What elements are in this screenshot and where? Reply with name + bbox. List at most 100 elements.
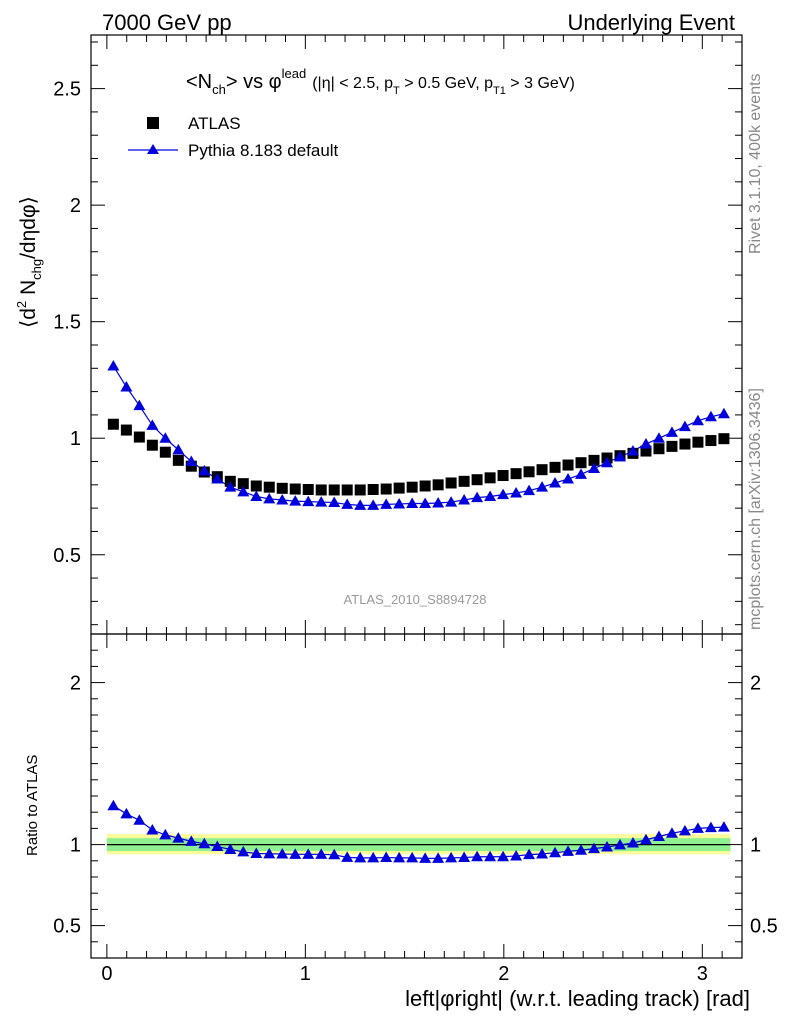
ratio-pythia-point xyxy=(704,821,717,833)
ratio-pythia-point xyxy=(367,851,380,863)
atlas-point xyxy=(510,468,522,480)
pythia-point xyxy=(107,359,120,371)
atlas-point xyxy=(666,440,678,452)
ratio-pythia-point xyxy=(302,848,315,859)
ratio-pythia-point xyxy=(380,851,393,863)
pythia-point xyxy=(393,497,406,509)
ratio-pythia-point xyxy=(717,821,730,832)
pythia-point xyxy=(536,481,549,492)
atlas-point xyxy=(367,483,379,495)
atlas-point xyxy=(432,479,444,491)
main-y-tick-label: 1.5 xyxy=(53,312,81,334)
pythia-point xyxy=(146,419,159,430)
ratio-pythia-point xyxy=(575,844,588,855)
ylabel-c: /dηdφ⟩ xyxy=(17,196,40,259)
atlas-point xyxy=(679,438,691,450)
ratio-pythia-point xyxy=(198,837,211,849)
ratio-pythia-point xyxy=(224,843,237,854)
atlas-point xyxy=(120,424,132,436)
x-axis-label: left|φright| (w.r.t. leading track) [rad… xyxy=(405,986,750,1011)
ratio-y-tick-label-right: 0.5 xyxy=(750,916,778,938)
atlas-point xyxy=(289,483,301,495)
ratio-pythia-point xyxy=(600,841,613,852)
pythia-point xyxy=(237,485,250,497)
x-tick-label: 3 xyxy=(697,963,708,985)
ratio-pythia-point xyxy=(120,807,133,819)
pythia-point xyxy=(315,496,328,507)
ratio-pythia-point xyxy=(497,850,510,862)
pythia-point xyxy=(289,495,302,506)
atlas-point xyxy=(640,445,652,457)
atlas-point xyxy=(523,466,535,478)
atlas-point xyxy=(445,477,457,489)
atlas-point xyxy=(380,483,392,495)
ratio-plot-frame xyxy=(90,633,743,959)
legend-pythia-marker xyxy=(147,144,159,154)
pythia-point xyxy=(678,420,691,432)
header-right: Underlying Event xyxy=(567,10,735,35)
legend: ATLAS Pythia 8.183 default xyxy=(128,114,339,160)
x-tick-label: 1 xyxy=(300,963,311,985)
ratio-pythia-point xyxy=(263,847,276,859)
ratio-bands xyxy=(106,834,731,855)
ratio-pythia-point xyxy=(354,851,367,863)
pythia-point xyxy=(600,456,613,468)
ratio-pythia-point xyxy=(419,852,432,863)
analysis-watermark: ATLAS_2010_S8894728 xyxy=(344,592,487,607)
ratio-pythia-point xyxy=(315,848,328,859)
ratio-pythia-point xyxy=(639,833,652,845)
ratio-y-axis-label: Ratio to ATLAS xyxy=(24,755,41,856)
main-panel: 0.511.522.5 <Nch> vs φlead(|η| < 2.5, pT… xyxy=(14,34,743,635)
atlas-point xyxy=(419,480,431,492)
pythia-point xyxy=(328,496,341,508)
ratio-pythia-point xyxy=(250,847,263,859)
pythia-point xyxy=(224,481,237,492)
atlas-point xyxy=(172,454,184,466)
ratio-pythia-point xyxy=(588,842,601,854)
ratio-pythia-point xyxy=(652,830,665,841)
ratio-pythia-point xyxy=(107,799,120,811)
atlas-point xyxy=(237,478,249,490)
pythia-point xyxy=(691,414,704,426)
main-y-axis-label: ⟨d2 Nchg/dηdφ⟩ xyxy=(14,196,44,328)
pythia-point xyxy=(471,491,484,503)
pythia-point xyxy=(172,443,185,455)
ylabel-b: N xyxy=(17,280,40,301)
main-y-ticks: 0.5 1 1.5 2 2.5 xyxy=(53,41,742,626)
atlas-point xyxy=(250,480,262,492)
ratio-y-tick-label-right: 1 xyxy=(750,835,761,857)
pythia-point xyxy=(302,495,315,507)
pythia-point xyxy=(652,432,665,443)
ratio-y-tick-label: 0.5 xyxy=(53,916,81,938)
title-pt-sub: T xyxy=(393,85,400,97)
pythia-point xyxy=(198,464,211,476)
atlas-point xyxy=(653,443,665,455)
ratio-y-ticks: 0.5 0.5 1 1 2 2 xyxy=(53,649,778,943)
ylabel-chg: chg xyxy=(29,259,44,280)
ylabel-a: ⟨d xyxy=(17,308,40,328)
ratio-pythia-point xyxy=(445,851,458,863)
atlas-point xyxy=(458,475,470,487)
atlas-point xyxy=(484,472,496,484)
ratio-x-ticks: 0 1 2 3 xyxy=(101,634,743,985)
title-cut-eta: (|η| < 2.5, p xyxy=(312,75,393,92)
title-pt1-sub: T1 xyxy=(493,85,506,97)
atlas-point xyxy=(159,446,171,458)
ratio-pythia-point xyxy=(276,847,289,859)
pythia-point xyxy=(484,490,497,501)
rivet-label: Rivet 3.1.10, 400k events xyxy=(747,73,764,254)
atlas-point xyxy=(562,459,574,471)
ylabel-sq: 2 xyxy=(14,301,29,308)
pythia-point xyxy=(250,490,263,501)
pythia-point xyxy=(367,499,380,510)
title-phi: φ xyxy=(269,71,282,93)
ratio-pythia-point xyxy=(536,847,549,859)
pythia-point xyxy=(276,493,289,505)
pythia-point xyxy=(562,473,575,484)
pythia-point xyxy=(497,488,510,500)
pythia-point xyxy=(354,499,367,510)
pythia-point xyxy=(704,410,717,422)
atlas-point xyxy=(549,461,561,473)
pythia-point xyxy=(133,399,146,411)
pythia-point xyxy=(159,432,172,443)
